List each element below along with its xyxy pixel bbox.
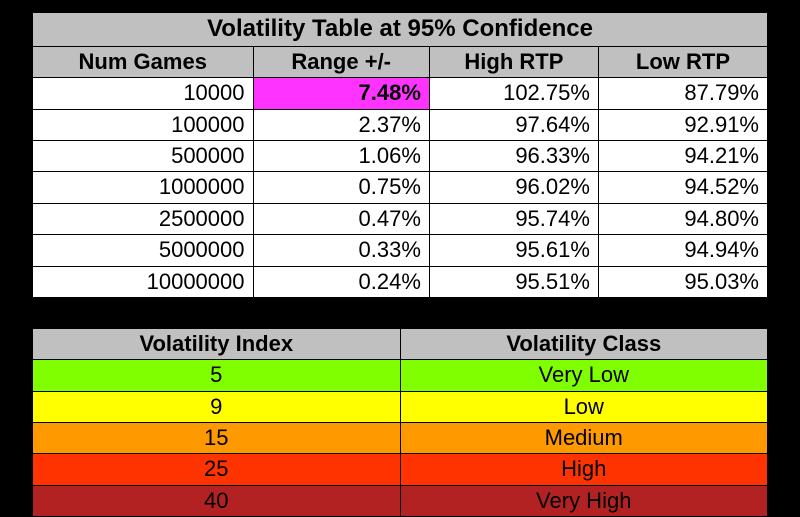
num-games-cell: 1000000 <box>33 172 254 203</box>
table-row: 100007.48%102.75%87.79% <box>33 78 768 109</box>
range-cell: 2.37% <box>253 109 429 140</box>
num-games-cell: 100000 <box>33 109 254 140</box>
table-row: 5Very Low <box>33 360 768 391</box>
table-row: 9Low <box>33 391 768 422</box>
vt-col-header: Range +/- <box>253 46 429 77</box>
low-rtp-cell: 94.52% <box>598 172 767 203</box>
volatility-table-header-row: Num GamesRange +/-High RTPLow RTP <box>33 46 768 77</box>
low-rtp-cell: 94.80% <box>598 203 767 234</box>
low-rtp-cell: 94.21% <box>598 140 767 171</box>
index-table-header-row: Volatility Index Volatility Class <box>33 328 768 359</box>
vt-col-header: Low RTP <box>598 46 767 77</box>
volatility-table: Volatility Table at 95% Confidence Num G… <box>32 12 768 298</box>
range-cell: 0.47% <box>253 203 429 234</box>
table-row: 1000002.37%97.64%92.91% <box>33 109 768 140</box>
low-rtp-cell: 94.94% <box>598 235 767 266</box>
high-rtp-cell: 95.74% <box>429 203 598 234</box>
table-row: 5000001.06%96.33%94.21% <box>33 140 768 171</box>
volatility-class-cell: Very High <box>400 485 768 516</box>
table-row: 15Medium <box>33 423 768 454</box>
low-rtp-cell: 95.03% <box>598 266 767 297</box>
range-cell: 1.06% <box>253 140 429 171</box>
table-row: 10000000.75%96.02%94.52% <box>33 172 768 203</box>
class-col-header: Volatility Class <box>400 328 768 359</box>
range-cell: 0.24% <box>253 266 429 297</box>
volatility-class-cell: Medium <box>400 423 768 454</box>
num-games-cell: 10000000 <box>33 266 254 297</box>
volatility-class-cell: High <box>400 454 768 485</box>
table-row: 25High <box>33 454 768 485</box>
volatility-index-cell: 40 <box>33 485 401 516</box>
vt-col-header: Num Games <box>33 46 254 77</box>
range-cell: 7.48% <box>253 78 429 109</box>
volatility-index-cell: 25 <box>33 454 401 485</box>
high-rtp-cell: 97.64% <box>429 109 598 140</box>
index-col-header: Volatility Index <box>33 328 401 359</box>
num-games-cell: 2500000 <box>33 203 254 234</box>
high-rtp-cell: 96.02% <box>429 172 598 203</box>
volatility-class-cell: Very Low <box>400 360 768 391</box>
num-games-cell: 500000 <box>33 140 254 171</box>
num-games-cell: 10000 <box>33 78 254 109</box>
table-row: 50000000.33%95.61%94.94% <box>33 235 768 266</box>
vt-col-header: High RTP <box>429 46 598 77</box>
high-rtp-cell: 95.61% <box>429 235 598 266</box>
high-rtp-cell: 102.75% <box>429 78 598 109</box>
table-row: 25000000.47%95.74%94.80% <box>33 203 768 234</box>
low-rtp-cell: 87.79% <box>598 78 767 109</box>
range-cell: 0.33% <box>253 235 429 266</box>
volatility-class-cell: Low <box>400 391 768 422</box>
volatility-index-table: Volatility Index Volatility Class 5Very … <box>32 328 768 517</box>
low-rtp-cell: 92.91% <box>598 109 767 140</box>
volatility-index-cell: 5 <box>33 360 401 391</box>
volatility-index-cell: 15 <box>33 423 401 454</box>
volatility-index-cell: 9 <box>33 391 401 422</box>
range-cell: 0.75% <box>253 172 429 203</box>
table-row: 40Very High <box>33 485 768 516</box>
volatility-table-title: Volatility Table at 95% Confidence <box>33 13 768 47</box>
num-games-cell: 5000000 <box>33 235 254 266</box>
high-rtp-cell: 96.33% <box>429 140 598 171</box>
table-row: 100000000.24%95.51%95.03% <box>33 266 768 297</box>
high-rtp-cell: 95.51% <box>429 266 598 297</box>
